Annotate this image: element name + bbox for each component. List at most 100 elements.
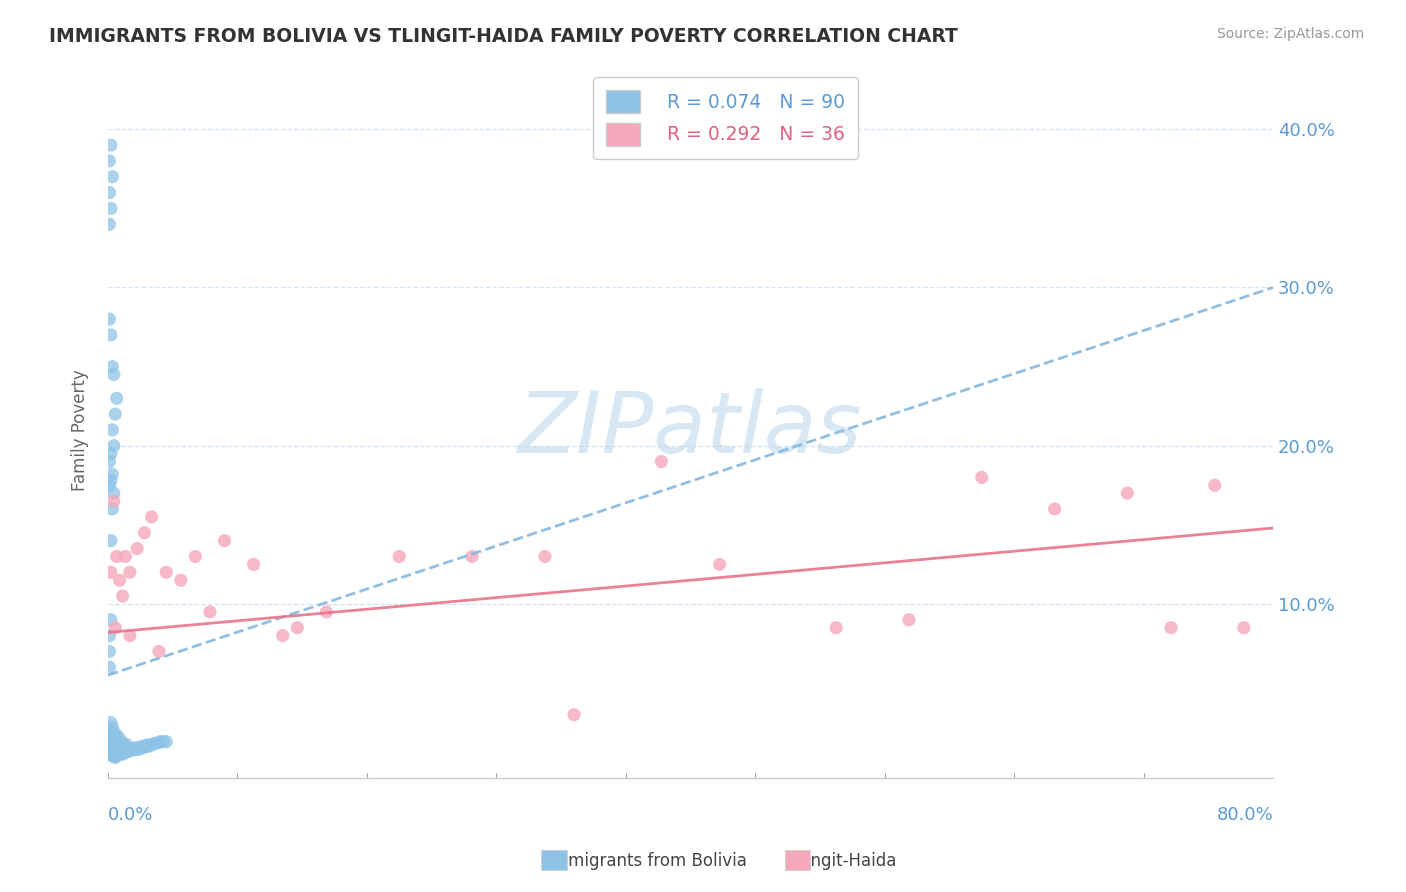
Point [141,510,163,524]
Point [100,715,122,730]
Point [170,573,193,587]
Point [114,739,136,754]
Point [135,739,157,754]
Point [132,741,155,756]
Point [1160,621,1182,635]
Point [111,589,134,603]
Point [98,747,121,762]
Point [127,741,149,756]
Point [110,738,132,752]
Point [134,525,156,540]
Text: 0.0%: 0.0% [108,805,153,824]
Point [152,734,174,748]
Point [103,494,125,508]
Point [103,734,125,748]
Point [103,368,125,382]
Point [141,738,163,752]
Point [100,138,122,153]
Point [100,533,122,548]
Point [709,558,731,572]
Point [136,738,159,752]
Point [134,739,156,754]
Point [111,736,134,750]
Point [111,742,134,756]
Point [101,730,124,744]
Point [155,566,177,580]
Point [105,728,128,742]
Point [101,423,124,437]
Point [104,746,127,760]
Point [103,748,125,763]
Point [101,738,124,752]
Point [461,549,484,564]
Point [970,470,993,484]
Point [155,734,177,748]
Point [98,478,121,492]
Point [107,741,129,756]
Point [115,744,138,758]
Point [388,549,411,564]
Point [98,312,121,326]
Point [105,549,128,564]
Point [100,447,122,461]
Point [117,742,139,756]
Text: IMMIGRANTS FROM BOLIVIA VS TLINGIT-HAIDA FAMILY POVERTY CORRELATION CHART: IMMIGRANTS FROM BOLIVIA VS TLINGIT-HAIDA… [49,27,957,45]
Point [149,734,172,748]
Point [118,744,141,758]
Point [897,613,920,627]
Point [100,747,122,762]
Point [107,747,129,762]
Point [98,153,121,168]
Point [1043,502,1066,516]
Point [100,736,122,750]
Point [100,474,122,488]
Point [98,739,121,754]
Point [105,742,128,756]
Point [650,454,672,468]
Point [101,720,124,734]
Point [143,736,166,750]
Point [103,486,125,500]
Point [128,742,150,756]
Point [100,727,122,741]
Point [98,454,121,468]
Point [98,660,121,674]
Point [101,502,124,516]
Text: ZIPatlas: ZIPatlas [519,388,863,471]
Point [111,747,134,762]
Point [100,742,122,756]
Point [103,439,125,453]
Point [285,621,308,635]
Point [104,739,127,754]
Point [105,391,128,405]
Point [104,731,127,746]
Point [101,744,124,758]
Point [121,742,143,756]
Point [104,621,127,635]
Point [98,186,121,200]
Point [148,644,170,658]
Text: 80.0%: 80.0% [1216,805,1272,824]
Point [315,605,337,619]
Point [214,533,236,548]
Point [122,741,145,756]
Point [1233,621,1256,635]
Text: Immigrants from Bolivia: Immigrants from Bolivia [547,852,747,870]
Point [1204,478,1226,492]
Point [198,605,221,619]
Point [101,748,124,763]
Point [108,573,131,587]
Point [127,541,149,556]
Point [138,739,160,754]
Text: Tlingit-Haida: Tlingit-Haida [792,852,896,870]
Point [118,629,141,643]
Point [98,723,121,738]
Point [146,736,169,750]
Point [110,746,132,760]
Legend:   R = 0.074   N = 90,   R = 0.292   N = 36: R = 0.074 N = 90, R = 0.292 N = 36 [593,78,858,159]
Point [184,549,207,564]
Point [242,558,264,572]
Point [103,741,125,756]
Point [98,731,121,746]
Point [120,742,142,756]
